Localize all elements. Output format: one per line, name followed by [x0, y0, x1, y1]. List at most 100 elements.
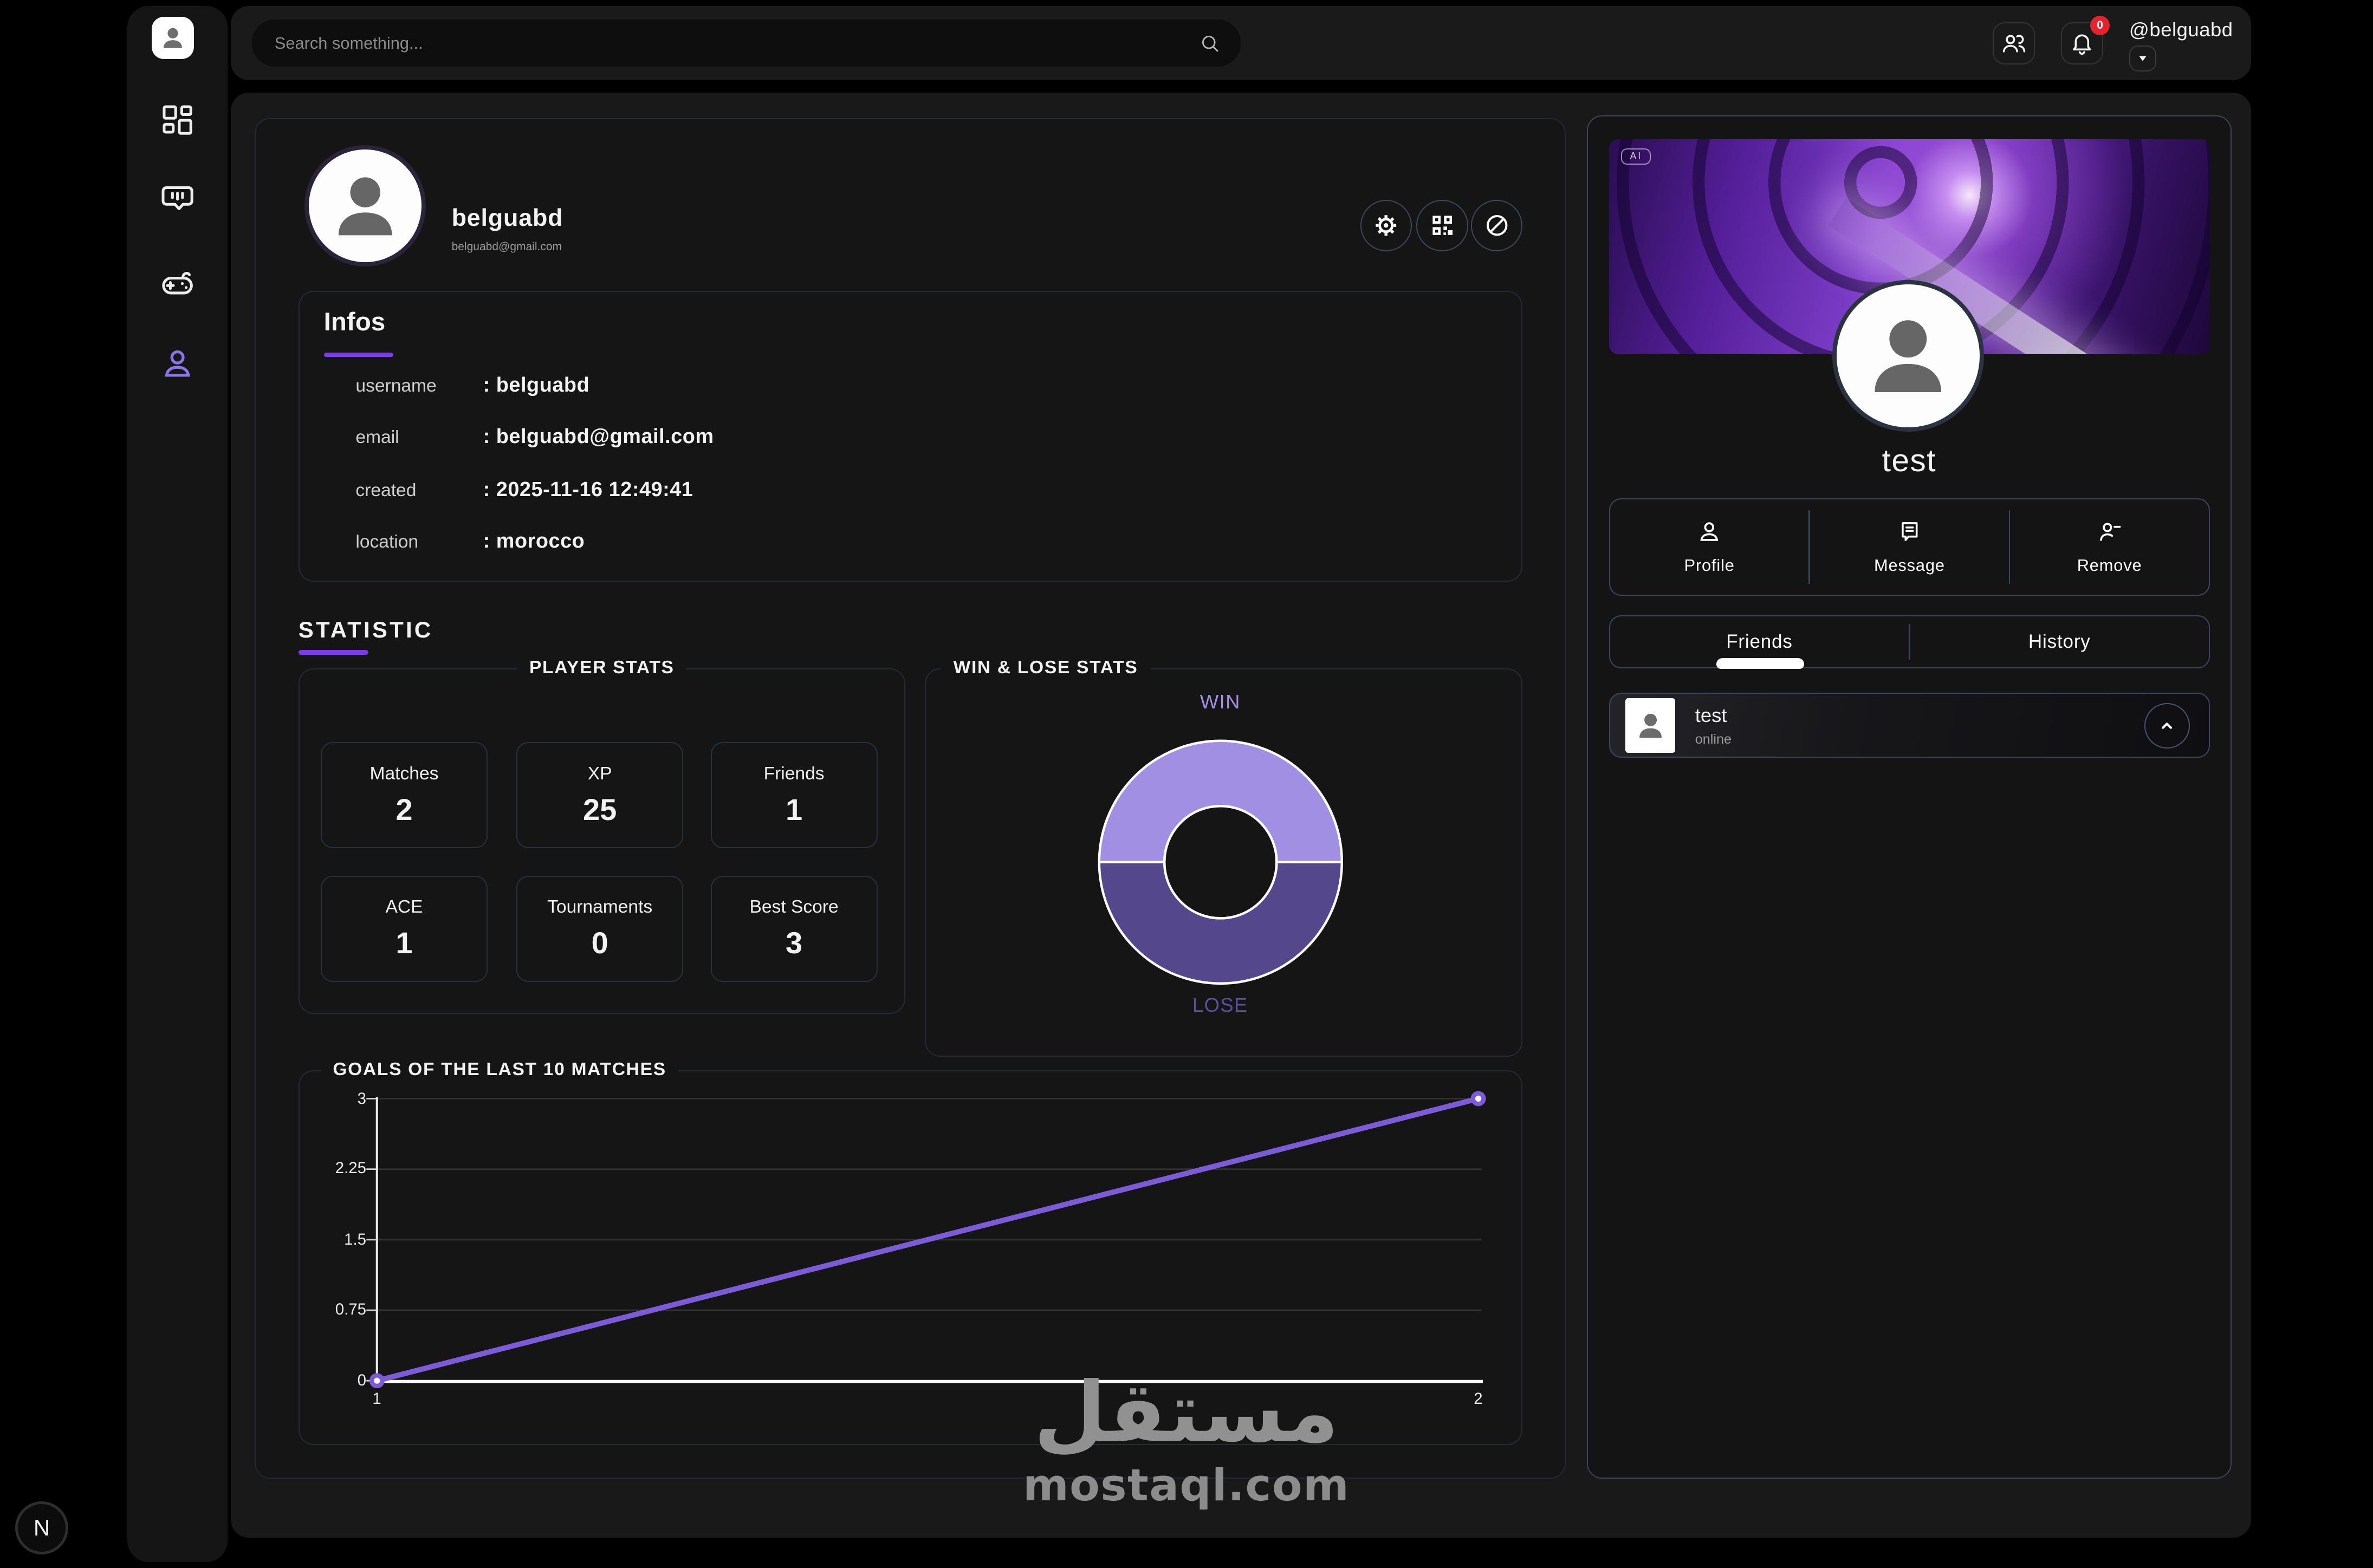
user-icon	[1696, 519, 1722, 545]
settings-button[interactable]	[1360, 199, 1412, 251]
info-label: email	[355, 427, 399, 448]
stat-value: 1	[786, 792, 803, 827]
nextjs-dev-button[interactable]: N	[15, 1501, 68, 1554]
dashboard-grid-icon	[159, 102, 196, 138]
stat-value: 25	[583, 792, 617, 827]
people-icon	[2001, 30, 2027, 56]
y-tick: 3	[357, 1089, 366, 1108]
info-row-location: location : morocco	[355, 530, 585, 553]
info-row-email: email : belguabd@gmail.com	[355, 425, 714, 448]
goals-chart-section: GOALS OF THE LAST 10 MATCHES	[298, 1059, 1524, 1446]
info-value: : belguabd@gmail.com	[483, 425, 714, 448]
block-button[interactable]	[1471, 199, 1523, 251]
app-logo[interactable]	[151, 16, 194, 60]
divider	[1908, 623, 1910, 660]
gamepad-icon	[159, 265, 196, 302]
infos-section: Infos username : belguabd email : belgua…	[298, 290, 1523, 582]
search-box[interactable]	[251, 19, 1241, 67]
sidebar-item-game[interactable]	[159, 265, 196, 302]
friend-item-avatar	[1625, 698, 1676, 753]
friend-tabs: Friends History	[1609, 615, 2210, 669]
friend-list-item[interactable]: test online	[1609, 692, 2210, 758]
friends-button[interactable]	[1992, 22, 2035, 64]
divider	[1808, 510, 1811, 584]
chat-bubble-icon	[159, 180, 196, 217]
info-row-username: username : belguabd	[355, 374, 589, 397]
infos-heading: Infos	[323, 307, 386, 336]
collapse-friend-button[interactable]	[2144, 702, 2190, 749]
tab-history[interactable]: History	[1910, 616, 2209, 667]
person-avatar-icon	[321, 162, 409, 250]
win-lose-donut-chart[interactable]	[1098, 739, 1344, 985]
search-input[interactable]	[251, 33, 1198, 53]
user-avatar-icon	[158, 23, 188, 53]
stat-matches: Matches 2	[320, 742, 488, 849]
ai-badge: AI	[1621, 148, 1651, 165]
stat-value: 1	[396, 926, 413, 960]
sidebar-item-chat[interactable]	[159, 180, 196, 217]
sidebar-item-profile[interactable]	[159, 346, 196, 382]
stat-label: Best Score	[749, 897, 839, 918]
user-handle: @belguabd	[2129, 18, 2233, 41]
y-tick: 1.5	[344, 1230, 366, 1248]
active-tab-indicator	[1716, 658, 1805, 669]
profile-email-small: belguabd@gmail.com	[451, 240, 562, 253]
profile-action-button[interactable]: Profile	[1610, 499, 1808, 594]
goals-legend: GOALS OF THE LAST 10 MATCHES	[320, 1059, 679, 1080]
tab-friends[interactable]: Friends	[1610, 616, 1909, 667]
stat-value: 2	[396, 792, 413, 827]
profile-card: belguabd belguabd@gmail.com Infos userna…	[255, 118, 1566, 1479]
message-action-button[interactable]: Message	[1810, 499, 2008, 594]
qr-code-icon	[1429, 212, 1456, 239]
stat-label: Friends	[763, 763, 825, 784]
goals-line-chart[interactable]	[300, 1071, 1524, 1446]
gear-icon	[1372, 212, 1399, 239]
y-tick: 0.75	[335, 1300, 366, 1318]
friend-action-bar: Profile Message Remove	[1609, 498, 2210, 596]
notification-badge: 0	[2090, 15, 2110, 35]
stat-label: Tournaments	[547, 897, 653, 918]
remove-action-button[interactable]: Remove	[2010, 499, 2208, 594]
stat-friends: Friends 1	[710, 742, 878, 849]
chevron-up-icon	[2156, 715, 2177, 736]
statistic-heading: STATISTIC	[298, 616, 433, 642]
stat-label: ACE	[385, 897, 423, 918]
friend-item-status: online	[1695, 731, 1732, 747]
infos-underline	[323, 352, 394, 357]
friend-name: test	[1882, 443, 1936, 478]
player-stats-section: PLAYER STATS Matches 2 XP 25 Friends 1 A…	[298, 657, 905, 1014]
block-icon	[1483, 212, 1510, 239]
notifications-button[interactable]: 0	[2060, 15, 2110, 64]
info-value: : belguabd	[483, 373, 590, 396]
person-avatar-icon	[1632, 707, 1669, 744]
donut-win-slice[interactable]	[1098, 739, 1343, 863]
profile-avatar	[304, 145, 426, 266]
sidebar	[127, 6, 228, 1562]
divider	[2008, 510, 2011, 584]
info-row-created: created : 2025-11-16 12:49:41	[355, 478, 693, 502]
stat-label: Matches	[369, 763, 439, 784]
donut-lose-slice[interactable]	[1098, 861, 1343, 985]
data-point-start-core	[373, 1377, 380, 1384]
action-label: Message	[1873, 555, 1945, 575]
user-menu-button[interactable]	[2129, 45, 2157, 71]
player-stats-legend: PLAYER STATS	[517, 657, 687, 678]
sidebar-item-dashboard[interactable]	[159, 102, 196, 138]
qr-code-button[interactable]	[1416, 199, 1468, 251]
friend-profile-panel: AI test Profile Message Remove	[1586, 115, 2232, 1479]
friend-avatar	[1832, 280, 1984, 432]
message-icon	[1897, 519, 1923, 545]
topbar: 0 @belguabd	[230, 6, 2252, 81]
person-icon	[159, 346, 196, 382]
goals-data-line	[374, 1096, 1481, 1384]
info-label: location	[355, 532, 419, 552]
stat-xp: XP 25	[516, 742, 684, 849]
x-tick: 2	[1474, 1389, 1483, 1408]
stat-tournaments: Tournaments 0	[516, 875, 684, 982]
info-value: : morocco	[483, 530, 585, 553]
stat-ace: ACE 1	[320, 875, 488, 982]
data-point-end-core	[1475, 1095, 1481, 1102]
info-value: : 2025-11-16 12:49:41	[483, 478, 693, 502]
user-minus-icon	[2097, 519, 2123, 545]
